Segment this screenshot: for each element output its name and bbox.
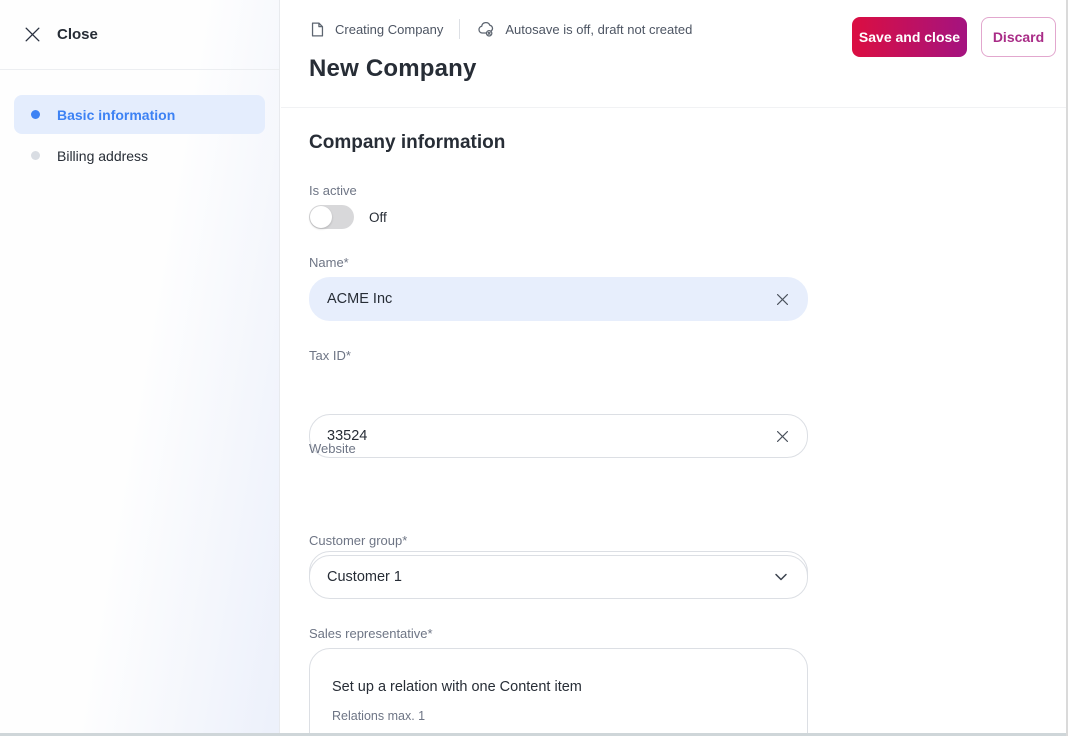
clear-x-icon [776, 430, 788, 442]
breadcrumb-label: Creating Company [335, 21, 444, 37]
form-content: Company information Is active Off Name* [281, 109, 1068, 736]
document-page-icon [309, 21, 326, 38]
breadcrumb-divider [459, 19, 461, 39]
chevron-down-icon [769, 565, 793, 589]
tax-id-field [309, 414, 808, 458]
close-button[interactable]: Close [0, 0, 279, 70]
main-panel: Creating Company Autosave is off, draft … [281, 0, 1068, 736]
breadcrumb: Creating Company Autosave is off, draft … [309, 18, 692, 40]
tax-id-input[interactable] [309, 414, 808, 458]
clear-name-button[interactable] [770, 287, 794, 311]
name-label: Name* [309, 255, 349, 270]
sidebar: Close Basic information Billing address [0, 0, 280, 736]
autosave-status: Autosave is off, draft not created [505, 21, 693, 37]
step-dot-icon [31, 110, 40, 119]
page-header: Creating Company Autosave is off, draft … [281, 0, 1068, 108]
is-active-label: Is active [309, 183, 357, 198]
header-actions: Save and close Discard [852, 17, 1056, 57]
scrollbar-track[interactable] [1066, 0, 1068, 736]
viewport-bottom-edge [0, 733, 1068, 736]
tax-id-label: Tax ID* [309, 348, 351, 363]
clear-x-icon [776, 293, 788, 305]
name-field [309, 277, 808, 321]
sales-representative-label: Sales representative* [309, 626, 433, 641]
is-active-toggle[interactable] [309, 205, 354, 229]
sidebar-item-label: Billing address [57, 147, 149, 164]
sidebar-item-basic-information[interactable]: Basic information [14, 95, 265, 134]
form-section-nav: Basic information Billing address [0, 70, 279, 175]
customer-group-field: Customer 1 [309, 555, 808, 599]
customer-group-label: Customer group* [309, 533, 408, 548]
relation-hint: Relations max. 1 [332, 709, 426, 723]
name-input[interactable] [309, 277, 808, 321]
is-active-field: Off [309, 205, 387, 229]
clear-tax-id-button[interactable] [770, 424, 794, 448]
sales-representative-relation-picker[interactable]: Set up a relation with one Content item … [309, 648, 808, 736]
toggle-knob [310, 206, 332, 228]
cloud-off-icon [476, 20, 495, 39]
website-label: Website [309, 441, 356, 456]
page-title: New Company [309, 55, 477, 82]
close-icon [23, 25, 42, 44]
section-title: Company information [309, 132, 506, 153]
toggle-state-label: Off [369, 209, 387, 225]
close-button-label: Close [57, 26, 98, 43]
discard-button[interactable]: Discard [981, 17, 1056, 57]
customer-group-select[interactable]: Customer 1 [309, 555, 808, 599]
sidebar-item-billing-address[interactable]: Billing address [14, 136, 265, 175]
save-and-close-button[interactable]: Save and close [852, 17, 967, 57]
sidebar-item-label: Basic information [57, 106, 176, 123]
customer-group-value: Customer 1 [327, 569, 402, 585]
step-dot-icon [31, 151, 40, 160]
relation-prompt: Set up a relation with one Content item [332, 679, 582, 695]
